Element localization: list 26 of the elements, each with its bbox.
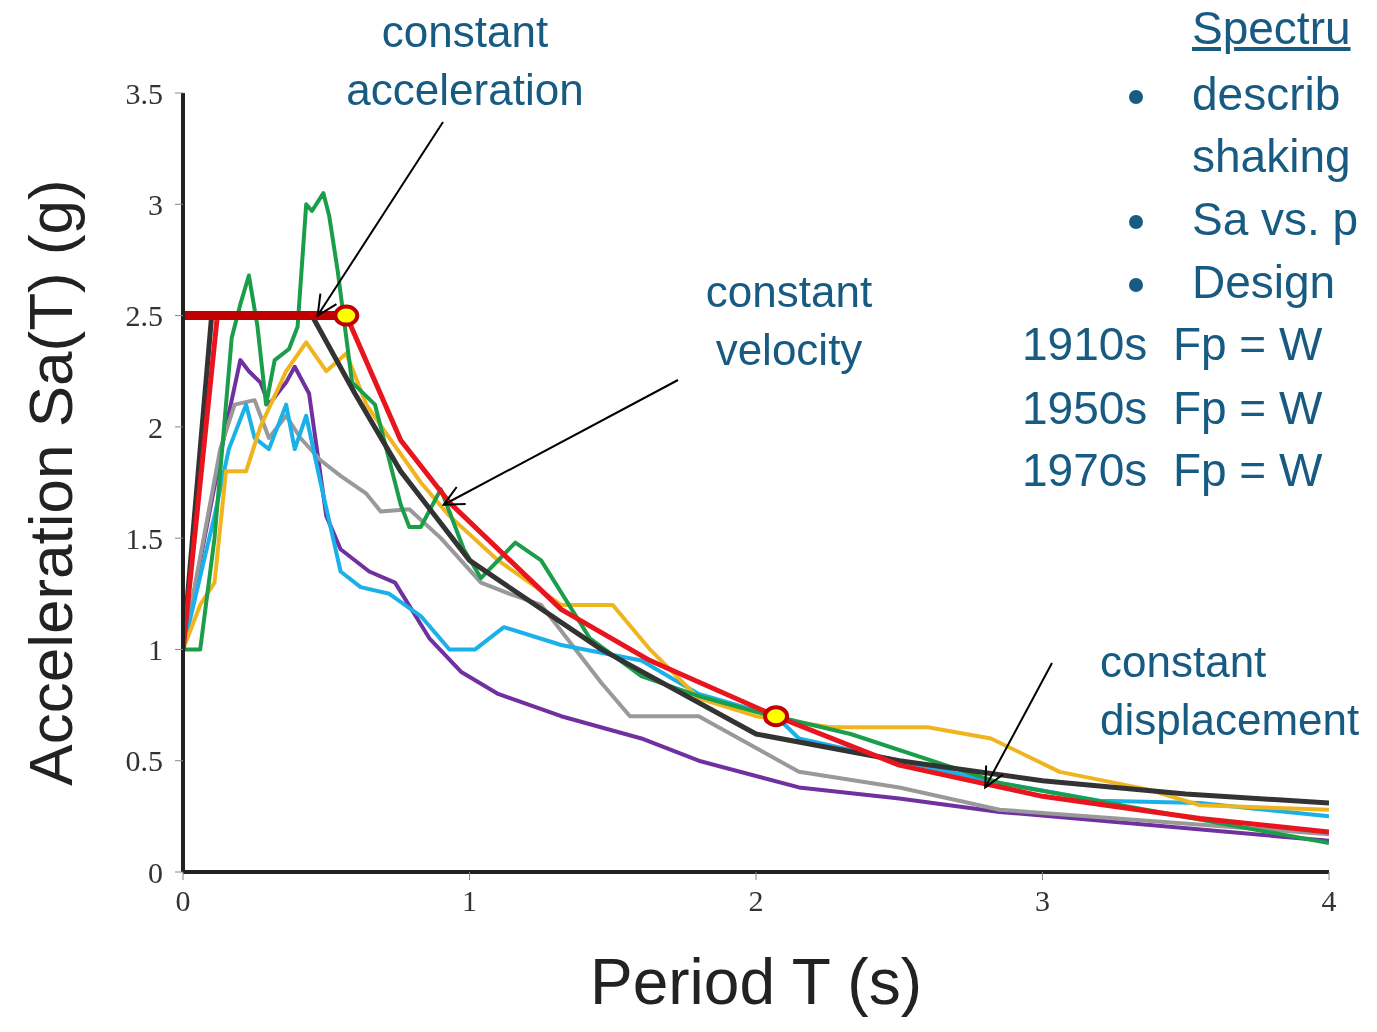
annotation: Sa vs. p (1192, 192, 1359, 247)
y-tick-label: 0.5 (125, 744, 163, 778)
annotation: 1910s Fp = W (1022, 317, 1323, 372)
y-tick-label: 0 (148, 855, 163, 889)
annotation: constant displacement (1100, 636, 1361, 746)
text: Spectru (1192, 1, 1351, 56)
annotation: constant velocity (704, 266, 874, 376)
x-tick-label: 1 (462, 884, 477, 918)
y-tick-label: 3 (148, 187, 163, 221)
y-axis-title: Acceleration Sa(T) (g) (16, 179, 85, 786)
x-axis-title: Period T (s) (590, 946, 922, 1018)
y-tick-label: 1.5 (125, 521, 163, 555)
annotation: 1950s Fp = W (1022, 381, 1323, 436)
annotation: constant acceleration (345, 6, 585, 116)
x-tick-label: 0 (175, 884, 191, 918)
y-tick-label: 3.5 (125, 76, 163, 110)
y-tick-label: 2.5 (125, 299, 163, 333)
x-tick-label: 3 (1035, 884, 1050, 918)
x-tick-label: 2 (748, 884, 764, 918)
annotation: 1970s Fp = W (1022, 443, 1323, 498)
annotation: Design (1192, 255, 1336, 310)
y-tick-label: 2 (148, 410, 163, 444)
y-tick-label: 1 (148, 633, 163, 667)
annotation: describ (1192, 67, 1341, 122)
x-tick-label: 4 (1321, 884, 1337, 918)
annotation: shaking (1192, 129, 1351, 184)
